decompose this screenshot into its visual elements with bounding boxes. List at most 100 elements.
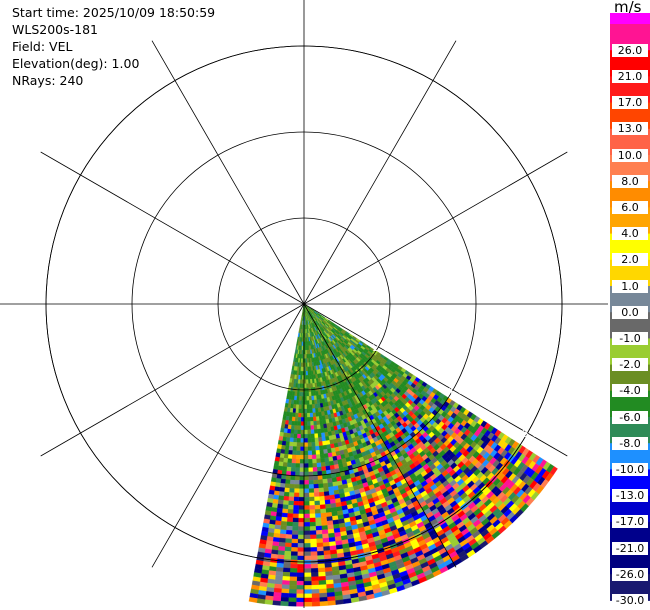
- velocity-gate: [290, 551, 298, 557]
- velocity-gate: [282, 576, 290, 581]
- colorbar-tick-label: 1.0: [612, 279, 648, 293]
- velocity-gate: [303, 601, 313, 607]
- velocity-gate: [320, 466, 327, 472]
- velocity-gate: [316, 462, 322, 468]
- velocity-gate: [298, 396, 302, 401]
- velocity-gate: [282, 415, 287, 421]
- velocity-gate: [310, 437, 316, 443]
- velocity-gate: [305, 375, 309, 380]
- velocity-gate: [319, 453, 325, 459]
- velocity-gate: [297, 538, 305, 544]
- velocity-gate: [310, 425, 315, 430]
- velocity-gate: [303, 517, 310, 523]
- velocity-gate: [321, 440, 327, 446]
- velocity-gate: [297, 551, 305, 557]
- velocity-gate: [319, 495, 325, 501]
- velocity-gate: [299, 450, 305, 456]
- velocity-gate: [324, 562, 332, 568]
- velocity-gate: [278, 435, 284, 442]
- velocity-gate: [283, 495, 289, 501]
- velocity-gate: [303, 513, 310, 519]
- velocity-gate: [310, 572, 319, 578]
- velocity-gate: [313, 483, 319, 489]
- velocity-gate: [290, 374, 293, 379]
- velocity-gate: [317, 563, 325, 569]
- velocity-gate: [315, 517, 322, 523]
- velocity-gate: [320, 512, 327, 518]
- velocity-gate: [296, 589, 305, 594]
- velocity-gate: [314, 433, 319, 439]
- velocity-gate: [318, 445, 324, 451]
- velocity-gate: [278, 491, 285, 497]
- velocity-gate: [323, 550, 331, 556]
- velocity-gate: [288, 382, 292, 388]
- velocity-gate: [277, 550, 285, 556]
- velocity-gate: [320, 462, 326, 468]
- instrument-name: WLS200s-181: [12, 22, 98, 37]
- velocity-gate: [298, 501, 305, 506]
- velocity-gate: [290, 555, 298, 561]
- velocity-gate: [308, 496, 315, 502]
- velocity-gate: [309, 526, 317, 531]
- velocity-gate: [277, 554, 285, 560]
- velocity-gate: [330, 502, 337, 509]
- velocity-gate: [286, 517, 293, 523]
- velocity-gate: [311, 597, 320, 603]
- velocity-gate: [300, 442, 305, 447]
- velocity-gate: [309, 500, 315, 506]
- velocity-gate: [284, 402, 289, 408]
- velocity-gate: [297, 555, 305, 561]
- velocity-gate: [296, 433, 301, 439]
- velocity-gate: [283, 555, 291, 560]
- velocity-gate: [303, 564, 312, 569]
- velocity-gate: [311, 601, 320, 607]
- velocity-gate: [293, 425, 298, 430]
- velocity-gate: [311, 589, 320, 594]
- velocity-gate: [296, 564, 305, 569]
- velocity-gate: [311, 458, 317, 464]
- velocity-gate: [288, 450, 293, 455]
- velocity-gate: [319, 596, 328, 602]
- velocity-gate: [277, 546, 286, 552]
- velocity-gate: [289, 572, 298, 578]
- velocity-gate: [298, 496, 305, 502]
- colorbar-tick-label: -30.0: [612, 593, 648, 607]
- velocity-gate: [309, 521, 316, 527]
- velocity-gate: [290, 547, 298, 552]
- velocity-gate: [291, 420, 295, 426]
- velocity-gate: [282, 567, 291, 573]
- velocity-gate: [282, 462, 288, 468]
- velocity-gate: [288, 597, 297, 603]
- velocity-gate: [298, 517, 305, 523]
- velocity-gate: [303, 467, 309, 473]
- velocity-gate: [285, 534, 293, 540]
- velocity-gate: [287, 513, 294, 519]
- velocity-gate: [307, 425, 311, 431]
- velocity-gate: [310, 576, 319, 582]
- velocity-gate: [305, 383, 309, 389]
- velocity-gate: [313, 424, 318, 430]
- velocity-gate: [325, 512, 333, 518]
- velocity-gate: [284, 542, 292, 548]
- velocity-gate: [297, 425, 301, 431]
- velocity-gate: [297, 526, 305, 531]
- velocity-gate: [303, 526, 311, 531]
- velocity-gate: [296, 580, 305, 586]
- velocity-gate: [292, 517, 299, 523]
- velocity-gate: [309, 412, 314, 418]
- velocity-gate: [280, 596, 289, 602]
- velocity-gate: [264, 599, 273, 605]
- velocity-gate: [313, 429, 318, 434]
- velocity-gate: [308, 475, 314, 481]
- velocity-gate: [296, 572, 305, 578]
- velocity-gate: [313, 496, 320, 502]
- velocity-gate: [303, 408, 308, 414]
- velocity-gate: [293, 505, 299, 510]
- velocity-gate: [287, 458, 292, 464]
- velocity-gate: [290, 475, 296, 481]
- velocity-gate: [288, 500, 294, 506]
- velocity-gate: [303, 442, 308, 447]
- velocity-gate: [303, 454, 309, 460]
- velocity-gate: [323, 449, 328, 455]
- velocity-gate: [316, 542, 324, 548]
